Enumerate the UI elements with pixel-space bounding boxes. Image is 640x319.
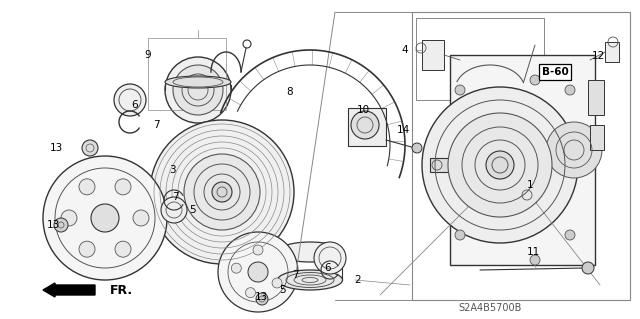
Bar bbox=[588, 80, 604, 115]
Bar bbox=[555, 80, 593, 250]
Circle shape bbox=[314, 242, 346, 274]
Bar bbox=[518, 188, 536, 202]
Text: 13: 13 bbox=[49, 143, 63, 153]
Text: 7: 7 bbox=[172, 192, 179, 202]
Text: 11: 11 bbox=[526, 247, 540, 257]
Ellipse shape bbox=[165, 76, 231, 88]
Text: 6: 6 bbox=[324, 263, 332, 273]
Circle shape bbox=[351, 111, 379, 139]
Circle shape bbox=[115, 179, 131, 195]
Text: 8: 8 bbox=[287, 87, 293, 97]
Circle shape bbox=[248, 262, 268, 282]
Text: 7: 7 bbox=[153, 120, 159, 130]
Text: 5: 5 bbox=[189, 205, 196, 215]
Bar bbox=[450, 55, 595, 265]
Circle shape bbox=[161, 197, 187, 223]
Circle shape bbox=[184, 154, 260, 230]
Circle shape bbox=[530, 255, 540, 265]
Circle shape bbox=[133, 210, 149, 226]
Bar bbox=[416, 18, 544, 100]
Circle shape bbox=[272, 278, 282, 288]
Circle shape bbox=[91, 204, 119, 232]
Text: FR.: FR. bbox=[110, 284, 133, 296]
Circle shape bbox=[582, 262, 594, 274]
Circle shape bbox=[455, 85, 465, 95]
Bar bbox=[348, 108, 386, 146]
Ellipse shape bbox=[278, 270, 342, 290]
Circle shape bbox=[54, 218, 68, 232]
Circle shape bbox=[79, 179, 95, 195]
Text: 13: 13 bbox=[46, 220, 60, 230]
Circle shape bbox=[115, 241, 131, 257]
Text: 7: 7 bbox=[292, 270, 298, 280]
Text: 5: 5 bbox=[280, 285, 286, 295]
Text: 10: 10 bbox=[356, 105, 369, 115]
Text: 13: 13 bbox=[254, 292, 268, 302]
Circle shape bbox=[246, 288, 255, 298]
Circle shape bbox=[253, 245, 263, 255]
Bar bbox=[605, 42, 619, 62]
Circle shape bbox=[455, 230, 465, 240]
Text: 14: 14 bbox=[396, 125, 410, 135]
Circle shape bbox=[546, 122, 602, 178]
Circle shape bbox=[422, 87, 578, 243]
Text: 2: 2 bbox=[355, 275, 362, 285]
Ellipse shape bbox=[278, 242, 342, 262]
Ellipse shape bbox=[165, 57, 231, 123]
Circle shape bbox=[82, 140, 98, 156]
Text: S2A4B5700B: S2A4B5700B bbox=[458, 303, 522, 313]
Circle shape bbox=[565, 85, 575, 95]
Text: 3: 3 bbox=[169, 165, 175, 175]
Circle shape bbox=[565, 230, 575, 240]
Circle shape bbox=[530, 75, 540, 85]
Bar bbox=[422, 40, 444, 70]
Circle shape bbox=[448, 113, 552, 217]
Bar bbox=[148, 38, 226, 110]
Text: 9: 9 bbox=[145, 50, 151, 60]
Circle shape bbox=[114, 84, 146, 116]
Bar bbox=[412, 12, 630, 300]
Bar bbox=[590, 125, 604, 150]
FancyArrow shape bbox=[43, 283, 95, 297]
Circle shape bbox=[412, 143, 422, 153]
Text: 4: 4 bbox=[402, 45, 408, 55]
Circle shape bbox=[212, 182, 232, 202]
Circle shape bbox=[43, 156, 167, 280]
Ellipse shape bbox=[173, 65, 223, 115]
Text: 6: 6 bbox=[132, 100, 138, 110]
Text: B-60: B-60 bbox=[541, 67, 568, 77]
Circle shape bbox=[231, 263, 241, 273]
Bar bbox=[430, 158, 450, 172]
Circle shape bbox=[79, 241, 95, 257]
Circle shape bbox=[218, 232, 298, 312]
Circle shape bbox=[150, 120, 294, 264]
Text: 1: 1 bbox=[527, 180, 533, 190]
Circle shape bbox=[61, 210, 77, 226]
Circle shape bbox=[486, 151, 514, 179]
Text: 12: 12 bbox=[591, 51, 605, 61]
Circle shape bbox=[256, 293, 268, 305]
